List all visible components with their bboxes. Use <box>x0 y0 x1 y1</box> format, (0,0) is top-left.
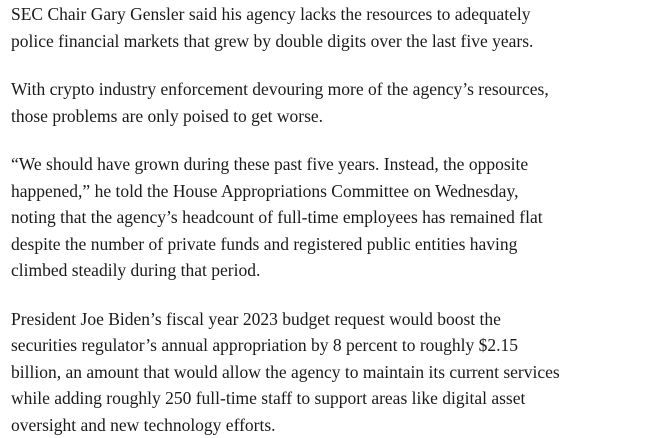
text-line: climbed steadily during that period. <box>11 257 645 284</box>
text-line: police financial markets that grew by do… <box>11 28 645 55</box>
paragraph-1: SEC Chair Gary Gensler said his agency l… <box>11 1 645 54</box>
paragraph-3: “We should have grown during these past … <box>11 151 645 284</box>
paragraph-4: President Joe Biden’s fiscal year 2023 b… <box>11 306 645 438</box>
paragraph-2: With crypto industry enforcement devouri… <box>11 76 645 129</box>
text-line: noting that the agency’s headcount of fu… <box>11 204 645 231</box>
text-line: despite the number of private funds and … <box>11 231 645 258</box>
text-line: while adding roughly 250 full-time staff… <box>11 385 645 412</box>
text-line: happened,” he told the House Appropriati… <box>11 178 645 205</box>
text-line: SEC Chair Gary Gensler said his agency l… <box>11 1 645 28</box>
text-line: securities regulator’s annual appropriat… <box>11 332 645 359</box>
text-line: those problems are only poised to get wo… <box>11 103 645 130</box>
text-line: “We should have grown during these past … <box>11 151 645 178</box>
text-line: oversight and new technology efforts. <box>11 412 645 438</box>
text-line: billion, an amount that would allow the … <box>11 359 645 386</box>
text-line: President Joe Biden’s fiscal year 2023 b… <box>11 306 645 333</box>
text-line: With crypto industry enforcement devouri… <box>11 76 645 103</box>
